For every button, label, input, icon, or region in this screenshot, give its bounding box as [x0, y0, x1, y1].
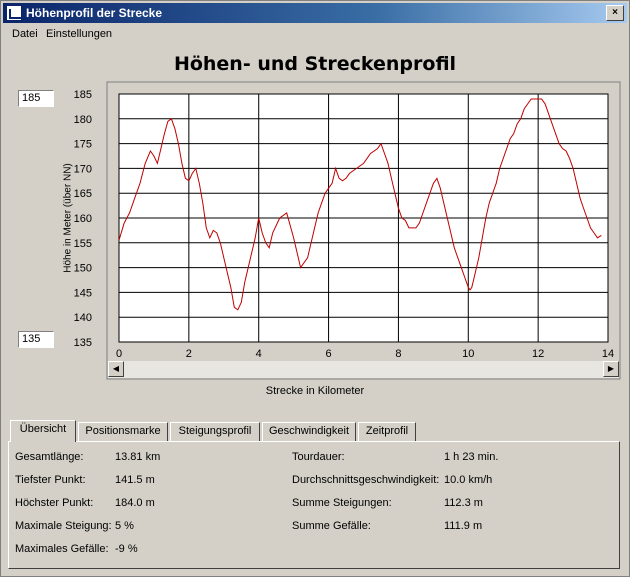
- value-hoechster-punkt: 184.0 m: [115, 497, 155, 509]
- x-tick-label: 2: [186, 348, 192, 360]
- value-max-gefaelle: -9 %: [115, 543, 138, 555]
- label-summe-steigungen: Summe Steigungen:: [292, 497, 392, 509]
- label-max-steigung: Maximale Steigung:: [15, 520, 112, 532]
- label-hoechster-punkt: Höchster Punkt:: [15, 497, 94, 509]
- y-tick-label: 170: [74, 163, 92, 175]
- x-tick-labels: 0 2 4 6 8 10 12 14: [116, 348, 614, 360]
- value-summe-steigungen: 112.3 m: [444, 497, 483, 509]
- y-tick-label: 150: [74, 263, 92, 275]
- label-summe-gefaelle: Summe Gefälle:: [292, 520, 371, 532]
- app-chart-icon: [6, 5, 22, 21]
- x-tick-label: 6: [326, 348, 332, 360]
- label-tiefster-punkt: Tiefster Punkt:: [15, 474, 86, 486]
- grid-lines: [118, 93, 609, 343]
- overview-panel: Gesamtlänge: 13.81 km Tiefster Punkt: 14…: [8, 441, 620, 569]
- x-tick-label: 8: [395, 348, 401, 360]
- tab-uebersicht[interactable]: Übersicht: [10, 420, 76, 442]
- x-axis-label: Strecke in Kilometer: [265, 385, 365, 397]
- menu-datei[interactable]: Datei: [12, 28, 38, 40]
- value-summe-gefaelle: 111.9 m: [444, 520, 483, 532]
- y-tick-label: 135: [74, 337, 92, 349]
- value-max-steigung: 5 %: [115, 520, 134, 532]
- y-tick-labels: 185 180 175 170 165 160 155 150 145 140 135: [74, 89, 92, 349]
- y-max-input[interactable]: 185: [18, 90, 54, 107]
- window-title: Höhenprofil der Strecke: [26, 6, 163, 20]
- y-tick-label: 160: [74, 213, 92, 225]
- menu-bar: Datei Einstellungen: [3, 25, 627, 43]
- tab-steigungsprofil[interactable]: Steigungsprofil: [170, 422, 260, 441]
- chart-title: Höhen- und Streckenprofil: [173, 53, 457, 75]
- value-tourdauer: 1 h 23 min.: [444, 451, 499, 463]
- y-tick-label: 155: [74, 238, 92, 250]
- elevation-chart: 185 180 175 170 165 160 155 150 145 140 135 0 2 4 6 8 1…: [74, 81, 621, 380]
- value-gesamtlaenge: 13.81 km: [115, 451, 161, 463]
- tab-geschwindigkeit[interactable]: Geschwindigkeit: [262, 422, 356, 441]
- label-max-gefaelle: Maximales Gefälle:: [15, 543, 109, 555]
- scroll-right-arrow-icon[interactable]: ▶: [603, 361, 619, 377]
- y-tick-label: 185: [74, 89, 92, 101]
- elevation-line: [118, 98, 602, 311]
- y-min-input[interactable]: 135: [18, 331, 54, 348]
- x-tick-label: 0: [116, 348, 122, 360]
- value-tiefster-punkt: 141.5 m: [115, 474, 155, 486]
- title-bar[interactable]: Höhenprofil der Strecke ×: [3, 3, 627, 23]
- label-durchschnitt: Durchschnittsgeschwindigkeit:: [292, 474, 440, 486]
- x-tick-label: 10: [462, 348, 474, 360]
- y-tick-label: 165: [74, 188, 92, 200]
- y-tick-label: 175: [74, 139, 92, 151]
- menu-einstellungen[interactable]: Einstellungen: [46, 28, 113, 40]
- label-gesamtlaenge: Gesamtlänge:: [15, 451, 84, 463]
- y-tick-label: 145: [74, 287, 92, 299]
- close-button[interactable]: ×: [606, 5, 624, 21]
- tab-zeitprofil[interactable]: Zeitprofil: [358, 422, 416, 441]
- value-durchschnitt: 10.0 km/h: [444, 474, 493, 486]
- y-tick-label: 140: [74, 312, 92, 324]
- x-tick-label: 4: [256, 348, 262, 360]
- tab-strip: Übersicht Positionsmarke Steigungsprofil…: [8, 420, 620, 442]
- tab-positionsmarke[interactable]: Positionsmarke: [78, 422, 168, 441]
- y-tick-label: 180: [74, 114, 92, 126]
- x-tick-label: 14: [602, 348, 614, 360]
- scroll-left-arrow-icon[interactable]: ◀: [108, 361, 124, 377]
- label-tourdauer: Tourdauer:: [292, 451, 345, 463]
- x-tick-label: 12: [532, 348, 544, 360]
- horizontal-scrollbar[interactable]: ◀ ▶: [108, 361, 619, 378]
